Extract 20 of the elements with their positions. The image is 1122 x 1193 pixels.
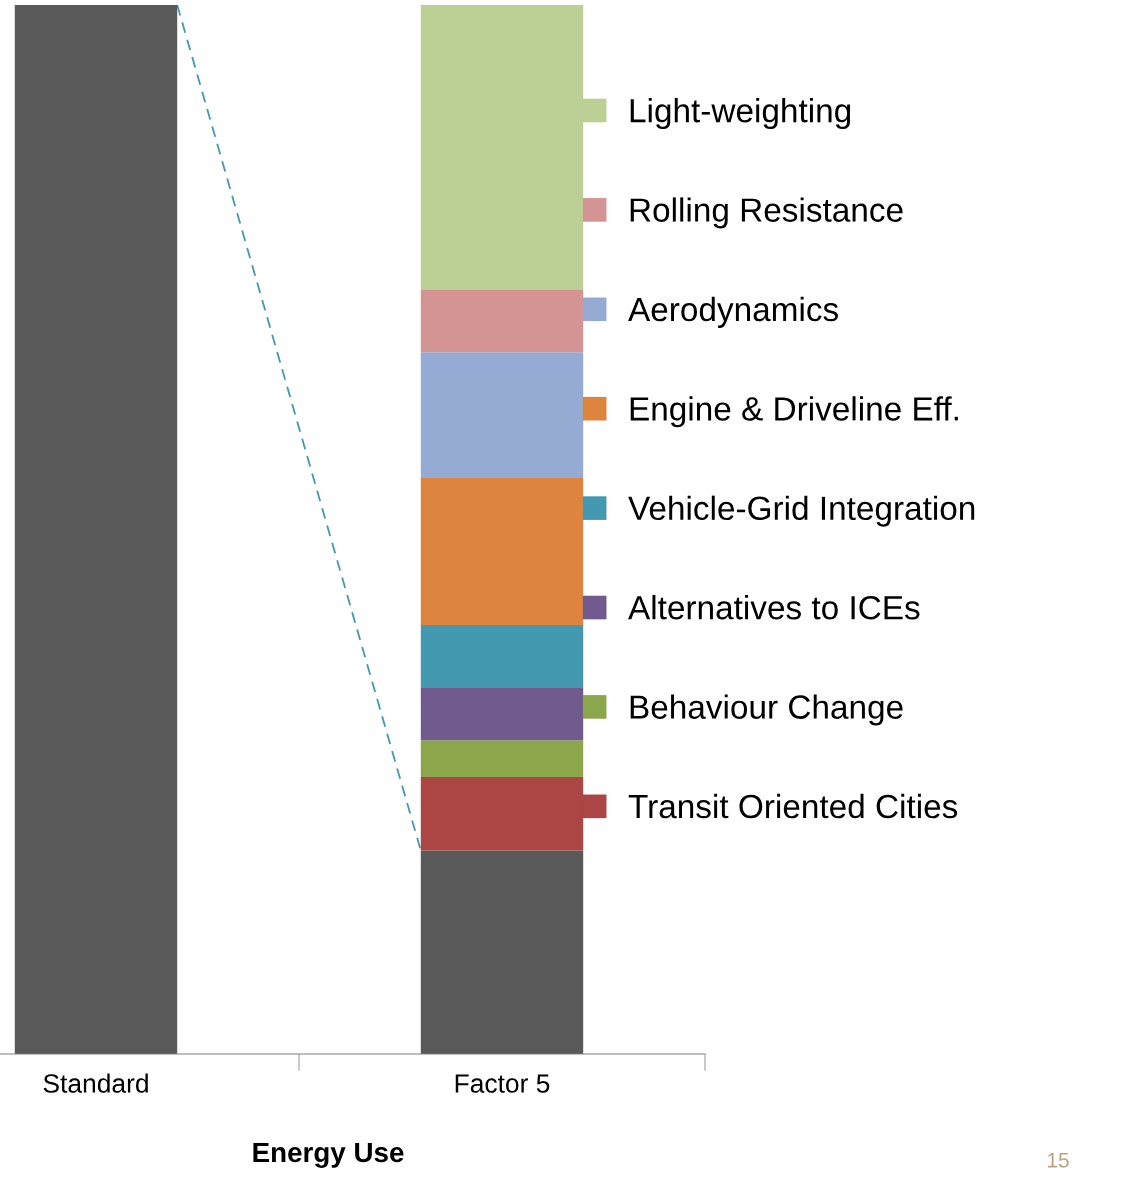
bar bbox=[420, 687, 584, 741]
legend-label: Aerodynamics bbox=[628, 296, 838, 328]
legend-label: Transit Oriented Cities bbox=[628, 793, 958, 819]
legend-label: Behaviour Change bbox=[630, 694, 903, 726]
legend-label: Alternatives to ICEs bbox=[628, 595, 920, 620]
legend-label: Light-weighting bbox=[630, 98, 851, 130]
bar bbox=[420, 624, 584, 688]
legend-label: Engine & Driveline Eff. bbox=[630, 396, 958, 428]
bar bbox=[420, 850, 584, 1054]
x-tick-label: Factor 5 bbox=[455, 1074, 550, 1093]
bar bbox=[420, 289, 584, 353]
text: 15 bbox=[1048, 1153, 1069, 1168]
legend-label: Vehicle-Grid Integration bbox=[628, 495, 975, 527]
bar bbox=[14, 5, 178, 1054]
legend-label: Rolling Resistance bbox=[630, 197, 903, 229]
x-axis-title: Energy Use bbox=[253, 1142, 404, 1168]
bar bbox=[420, 352, 584, 479]
x-tick-label: Standard bbox=[43, 1073, 148, 1093]
bar bbox=[420, 740, 584, 778]
bar bbox=[420, 478, 584, 625]
